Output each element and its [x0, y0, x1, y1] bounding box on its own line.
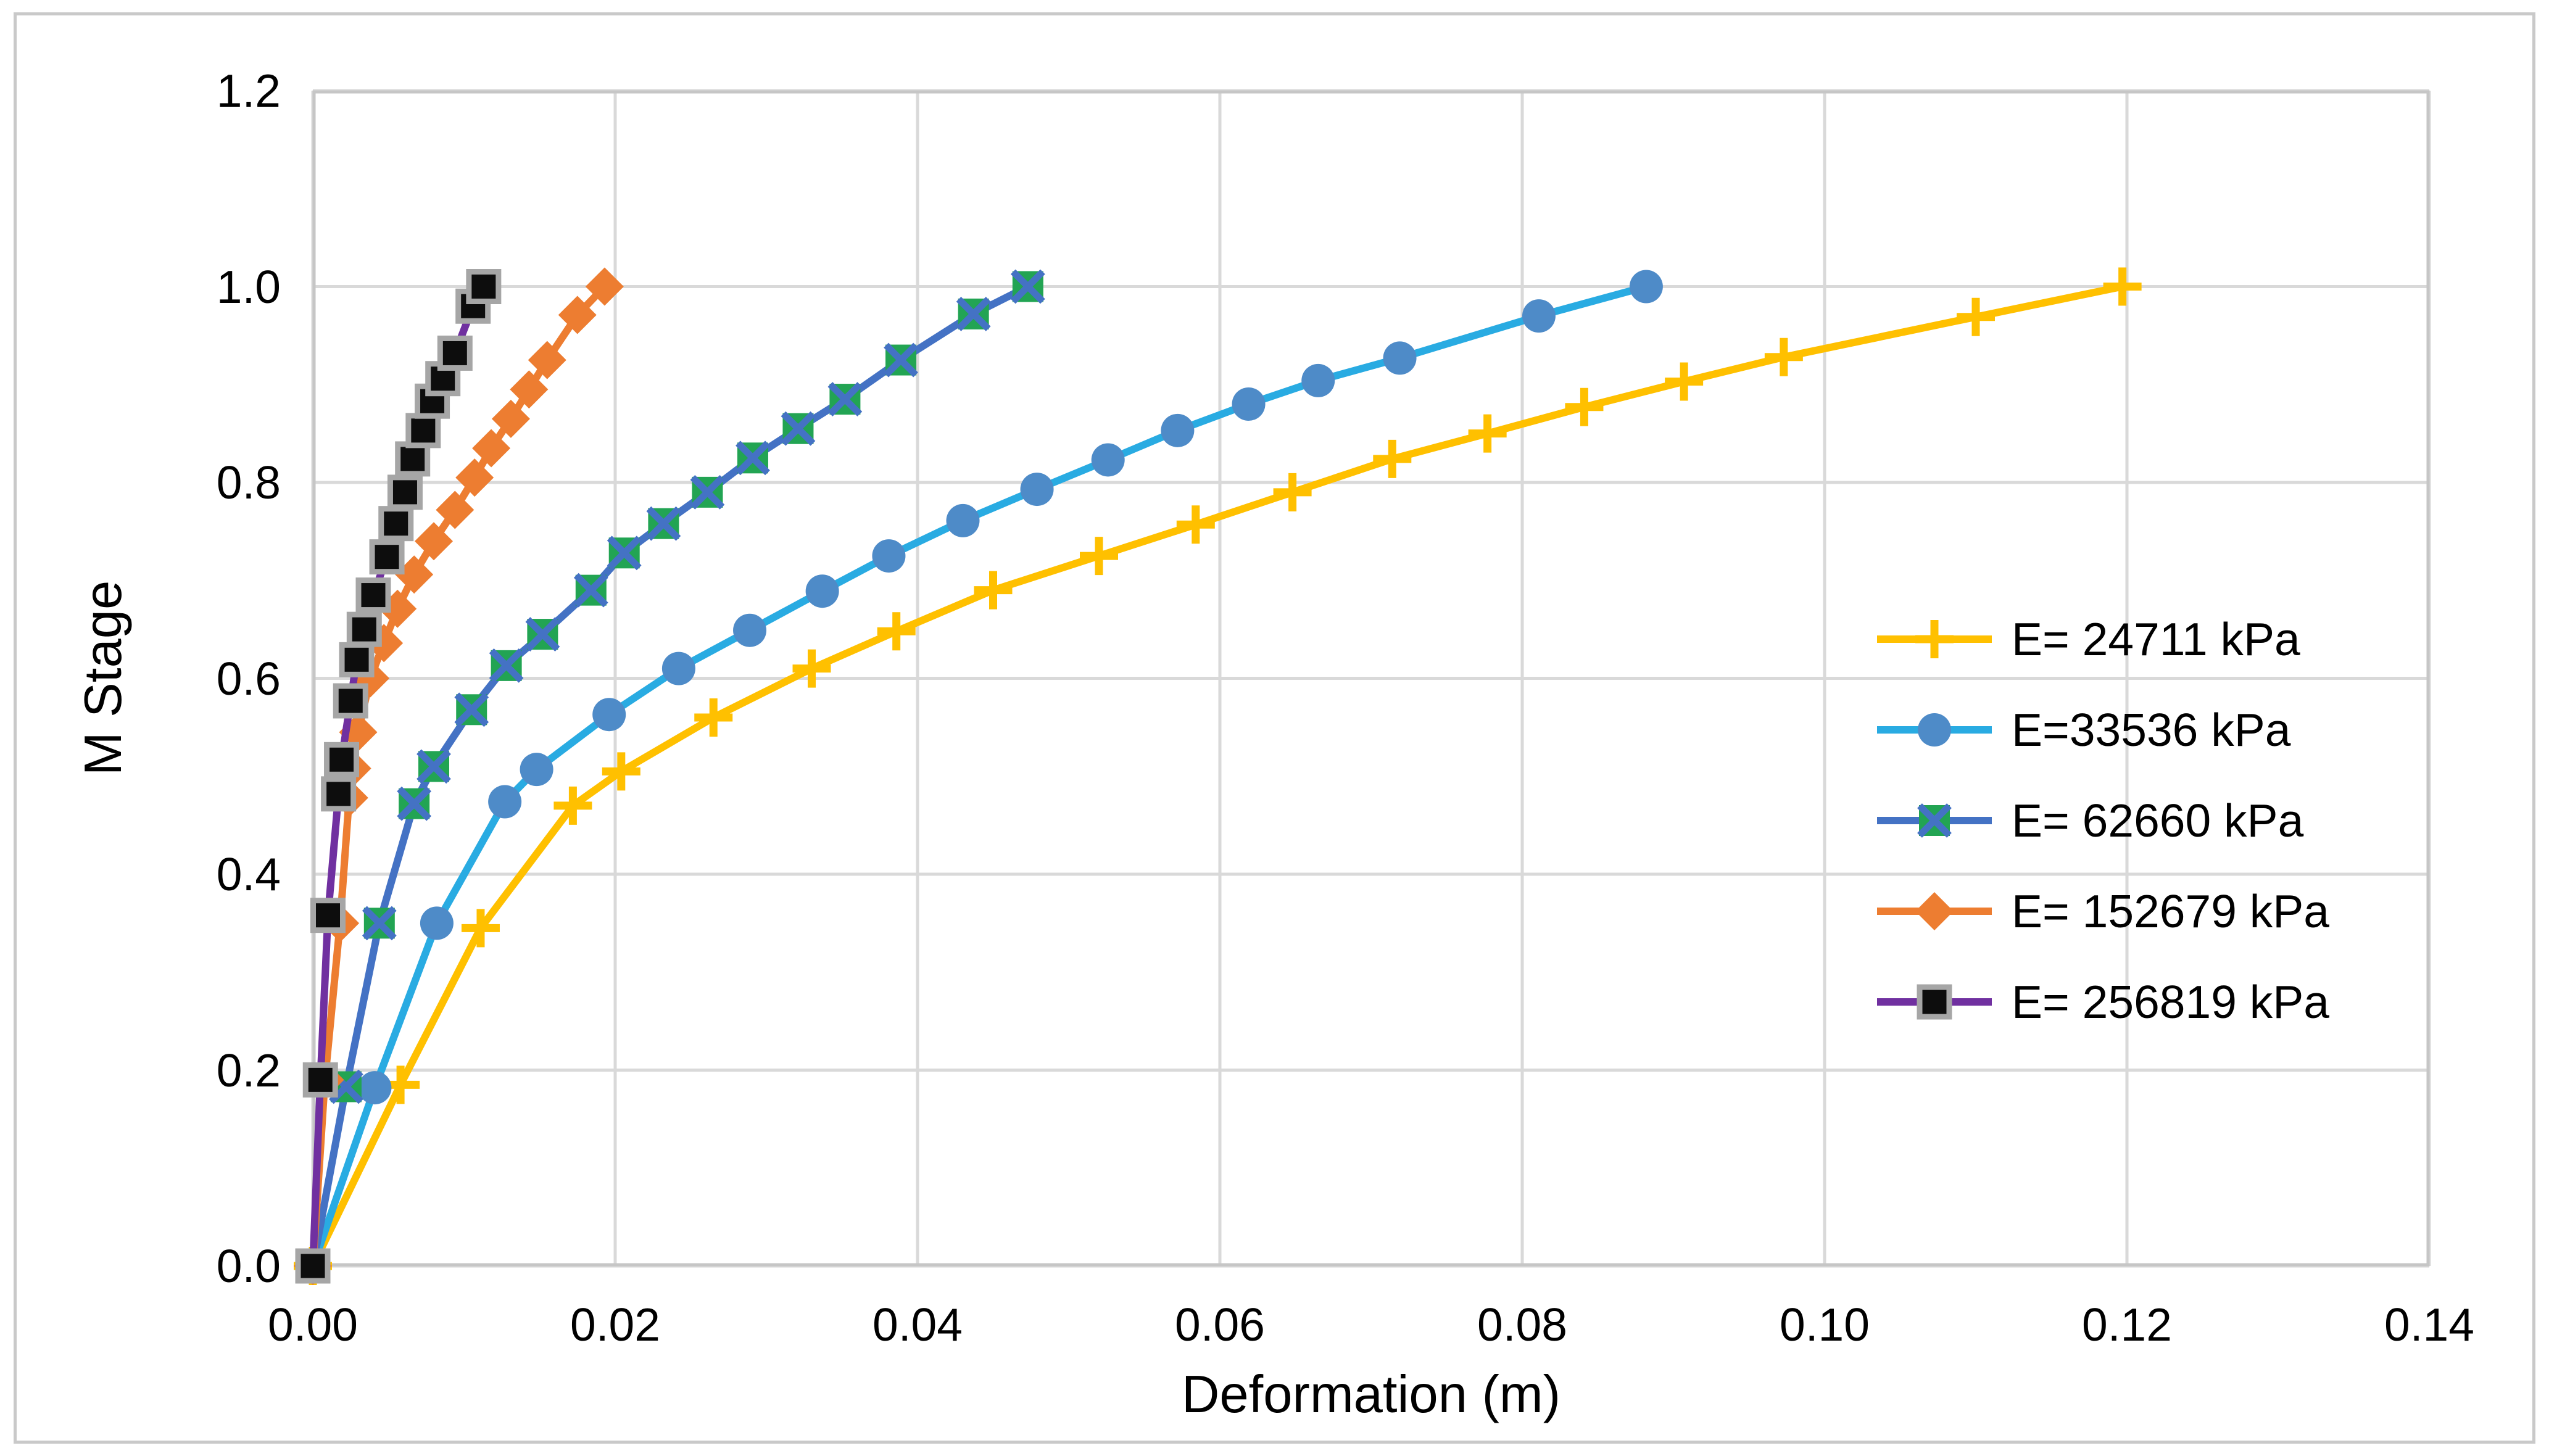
x-tick-label: 0.00 [268, 1299, 358, 1351]
legend-label: E= 62660 kPa [2012, 794, 2304, 846]
x-tick-label: 0.14 [2384, 1299, 2474, 1351]
y-axis-title: M Stage [74, 580, 133, 776]
figure-border [14, 12, 2535, 1444]
legend-swatch-plus-icon [1877, 619, 1992, 658]
legend: E= 24711 kPa E=33536 kPa E= 62660 kPa E= 15… [1876, 594, 2329, 1047]
x-tick-label: 0.02 [570, 1299, 660, 1351]
legend-swatch-diamond-icon [1877, 891, 1992, 930]
legend-label: E= 152679 kPa [2012, 885, 2330, 937]
legend-label: E= 256819 kPa [2012, 975, 2330, 1028]
legend-swatch-square-icon [1877, 984, 1992, 1019]
y-tick-label: 1.2 [216, 65, 281, 117]
legend-item-2: E= 62660 kPa [1876, 775, 2329, 866]
y-tick-label: 0.6 [216, 652, 281, 705]
y-tick-label: 0.2 [216, 1044, 281, 1096]
legend-item-0: E= 24711 kPa [1876, 594, 2329, 684]
x-tick-label: 0.04 [872, 1299, 963, 1351]
x-tick-label: 0.08 [1477, 1299, 1567, 1351]
plot-area [294, 89, 2431, 1285]
y-tick-label: 0.4 [216, 848, 281, 900]
y-tick-label: 0.8 [216, 457, 281, 508]
legend-swatch-square-x-icon [1877, 803, 1992, 838]
series-markers-1 [296, 270, 1663, 1283]
legend-swatch-circle-icon [1877, 713, 1992, 747]
legend-item-4: E= 256819 kPa [1876, 956, 2329, 1047]
x-axis-title: Deformation (m) [1181, 1365, 1560, 1424]
series-line-0 [309, 283, 2123, 1268]
plot-region [294, 89, 2431, 1285]
legend-label: E= 24711 kPa [2012, 613, 2300, 665]
x-tick-label: 0.12 [2082, 1299, 2172, 1351]
legend-label: E=33536 kPa [2012, 703, 2291, 756]
series-markers-2 [296, 269, 1045, 1283]
y-tick-label: 0.0 [216, 1240, 281, 1292]
series-markers-0 [294, 267, 2142, 1285]
y-tick-label: 1.0 [216, 260, 281, 313]
x-tick-label: 0.10 [1780, 1299, 1870, 1351]
legend-item-3: E= 152679 kPa [1876, 866, 2329, 956]
legend-item-1: E=33536 kPa [1876, 684, 2329, 775]
x-tick-label: 0.06 [1175, 1299, 1265, 1351]
axis-box [312, 90, 2430, 1267]
series-markers-4 [295, 269, 502, 1284]
